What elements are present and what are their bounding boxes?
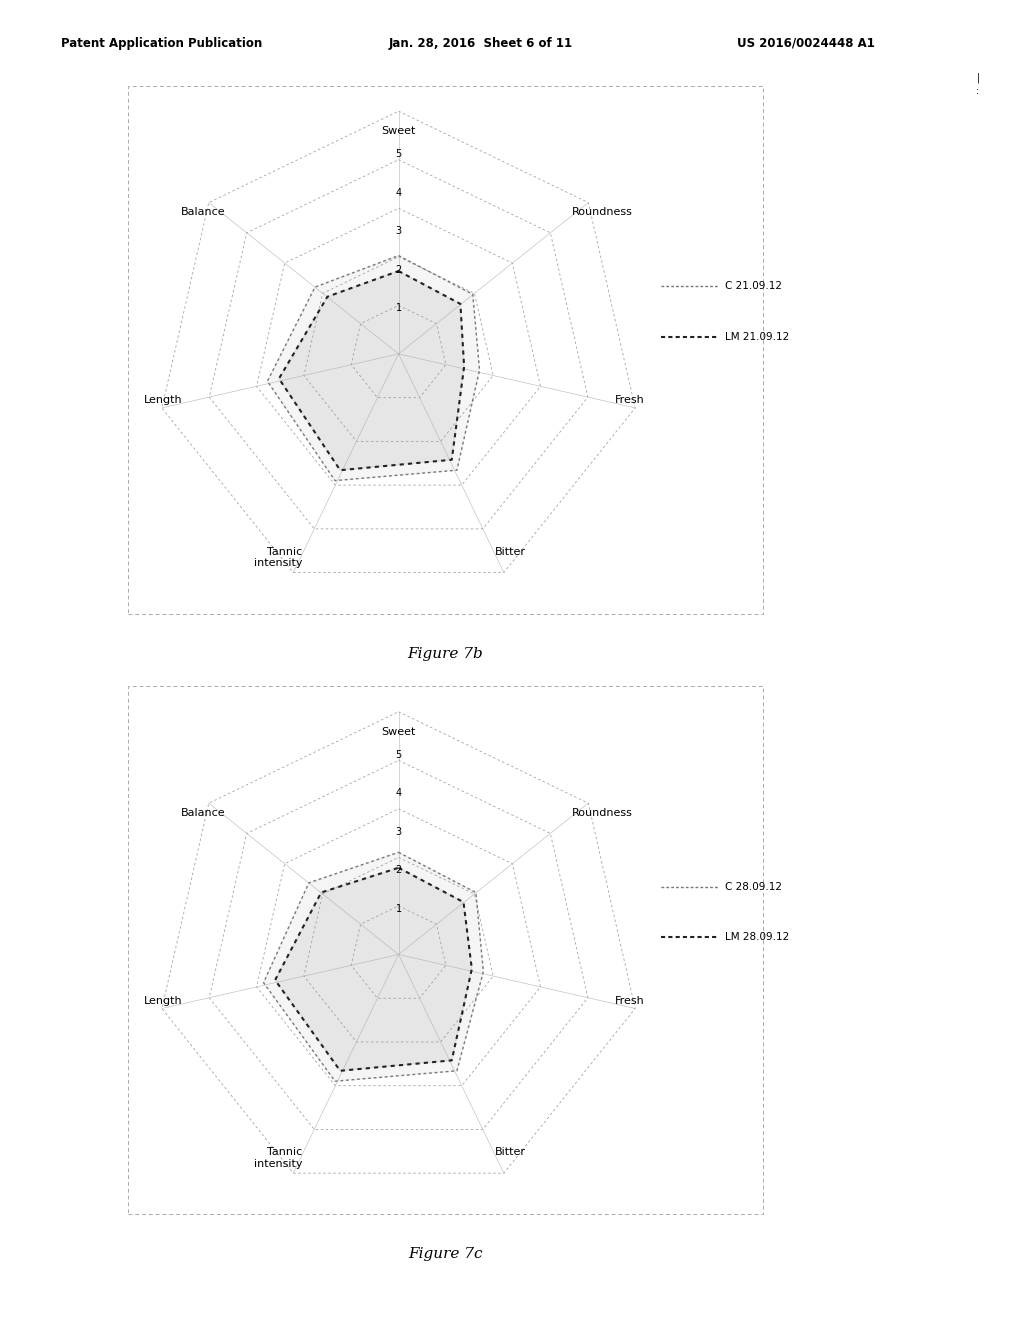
Text: Fresh: Fresh xyxy=(614,995,644,1006)
Text: 4: 4 xyxy=(395,788,401,799)
Text: 5: 5 xyxy=(395,750,401,760)
Text: 5: 5 xyxy=(395,149,401,160)
Text: LM 28.09.12: LM 28.09.12 xyxy=(725,932,790,942)
Polygon shape xyxy=(279,271,464,470)
Text: C 28.09.12: C 28.09.12 xyxy=(725,882,781,892)
Text: 3: 3 xyxy=(395,826,401,837)
Text: Balance: Balance xyxy=(180,808,225,818)
Text: Tannic
intensity: Tannic intensity xyxy=(254,1147,302,1168)
Polygon shape xyxy=(263,853,483,1081)
Text: Tannic
intensity: Tannic intensity xyxy=(254,546,302,568)
Text: Bitter: Bitter xyxy=(495,1147,525,1158)
Text: 4: 4 xyxy=(395,187,401,198)
Text: 2: 2 xyxy=(395,866,401,875)
Text: Figure 7c: Figure 7c xyxy=(409,1247,482,1262)
Text: 3: 3 xyxy=(395,226,401,236)
Text: Jan. 28, 2016  Sheet 6 of 11: Jan. 28, 2016 Sheet 6 of 11 xyxy=(389,37,573,50)
Text: :: : xyxy=(976,86,980,96)
Text: Roundness: Roundness xyxy=(571,207,633,218)
Text: 1: 1 xyxy=(395,304,401,313)
Text: Sweet: Sweet xyxy=(381,726,416,737)
Polygon shape xyxy=(275,867,472,1071)
Text: Length: Length xyxy=(144,995,182,1006)
Text: Figure 7b: Figure 7b xyxy=(408,647,483,661)
Text: Length: Length xyxy=(144,395,182,405)
Text: US 2016/0024448 A1: US 2016/0024448 A1 xyxy=(737,37,876,50)
Text: |: | xyxy=(976,73,980,83)
Text: 1: 1 xyxy=(395,904,401,913)
Text: Bitter: Bitter xyxy=(495,546,525,557)
Text: C 21.09.12: C 21.09.12 xyxy=(725,281,781,292)
Text: Balance: Balance xyxy=(180,207,225,218)
Text: Fresh: Fresh xyxy=(614,395,644,405)
Text: 2: 2 xyxy=(395,265,401,275)
Polygon shape xyxy=(267,256,479,480)
Text: Sweet: Sweet xyxy=(381,125,416,136)
Text: Patent Application Publication: Patent Application Publication xyxy=(61,37,263,50)
Text: LM 21.09.12: LM 21.09.12 xyxy=(725,331,790,342)
Text: Roundness: Roundness xyxy=(571,808,633,818)
